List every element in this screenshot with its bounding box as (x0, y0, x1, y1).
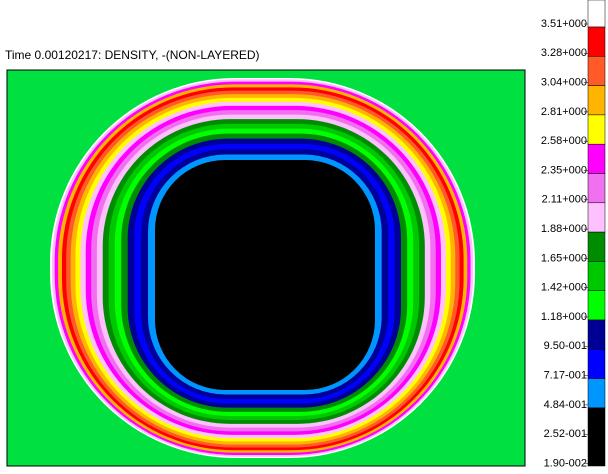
colorbar-swatch (587, 290, 606, 321)
chart-title: Time 0.00120217: DENSITY, -(NON-LAYERED) (5, 48, 260, 62)
colorbar-tick-label: 1.65+000 (541, 252, 587, 264)
colorbar-tick-label: 4.84-001 (544, 399, 587, 411)
colorbar-swatch (587, 0, 606, 28)
colorbar-tick-label: 2.58+000 (541, 135, 587, 147)
colorbar-swatch (587, 319, 606, 350)
colorbar-tick-label: 2.52-001 (544, 428, 587, 440)
colorbar-tick-label: 9.50-001 (544, 340, 587, 352)
colorbar-swatch (587, 202, 606, 233)
colorbar-swatch (587, 407, 606, 467)
colorbar-tick-label: 2.81+000 (541, 106, 587, 118)
colorbar-swatch (587, 85, 606, 116)
colorbar-swatch (587, 173, 606, 204)
colorbar-tick-label: 2.11+000 (542, 194, 587, 206)
colorbar-tick-label: 1.90-002 (544, 457, 587, 469)
contour-band (155, 160, 375, 390)
colorbar-tick-label: 3.28+000 (541, 47, 587, 59)
plot-border (6, 69, 526, 467)
colorbar-tick-label: 2.35+000 (541, 164, 587, 176)
colorbar-tick-label: 1.88+000 (541, 223, 587, 235)
colorbar-swatch (587, 56, 606, 86)
colorbar-swatch (587, 261, 606, 291)
colorbar: 3.51+000 3.28+000 3.04+000 2.81+000 2.58+000… (541, 0, 606, 469)
colorbar-tick-label: 3.04+000 (541, 77, 587, 89)
colorbar-swatch (587, 378, 606, 409)
colorbar-tick-label: 1.18+000 (541, 311, 587, 323)
colorbar-swatch (587, 349, 606, 379)
colorbar-swatch (587, 26, 606, 57)
colorbar-swatch (587, 114, 606, 145)
colorbar-tick-label: 7.17-001 (544, 370, 587, 382)
colorbar-tick-label: 3.51+000 (541, 18, 587, 30)
colorbar-tick-label: 1.42+000 (541, 282, 587, 294)
colorbar-swatch (587, 231, 606, 262)
colorbar-swatch (587, 143, 606, 174)
plot-area (7, 70, 525, 466)
